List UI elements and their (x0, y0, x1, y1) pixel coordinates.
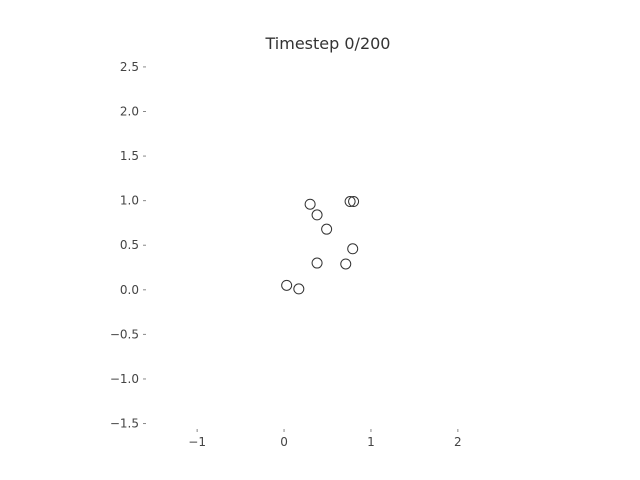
y-tick-label: −0.5 (110, 327, 139, 341)
y-axis: 2.5 2.0 1.5 1.0 0.5 0.0 −0.5 −1.0 −1.5 (110, 60, 146, 431)
data-point (344, 196, 356, 208)
data-point (321, 223, 333, 235)
y-tick-label: 0.5 (120, 238, 139, 252)
y-tick-label: 0.0 (120, 283, 139, 297)
y-tick-label: 1.0 (120, 194, 139, 208)
data-point (281, 279, 293, 291)
y-tick-label: 2.0 (120, 104, 139, 118)
x-axis: −1 0 1 2 (188, 429, 462, 449)
data-point (304, 198, 316, 210)
y-tick-label: 2.5 (120, 60, 139, 74)
x-tick-label: −1 (188, 435, 206, 449)
data-point (311, 209, 323, 221)
y-tick-label: −1.0 (110, 372, 139, 386)
x-tick-label: 0 (280, 435, 288, 449)
data-point (293, 283, 305, 295)
chart-title: Timestep 0/200 (265, 34, 391, 53)
y-tick-label: 1.5 (120, 149, 139, 163)
data-point (348, 196, 360, 208)
x-tick-label: 1 (367, 435, 375, 449)
data-point (311, 257, 323, 269)
data-point (347, 243, 359, 255)
y-tick-label: −1.5 (110, 417, 139, 431)
x-tick-label: 2 (454, 435, 462, 449)
data-point (340, 258, 352, 270)
data-points (281, 196, 360, 295)
